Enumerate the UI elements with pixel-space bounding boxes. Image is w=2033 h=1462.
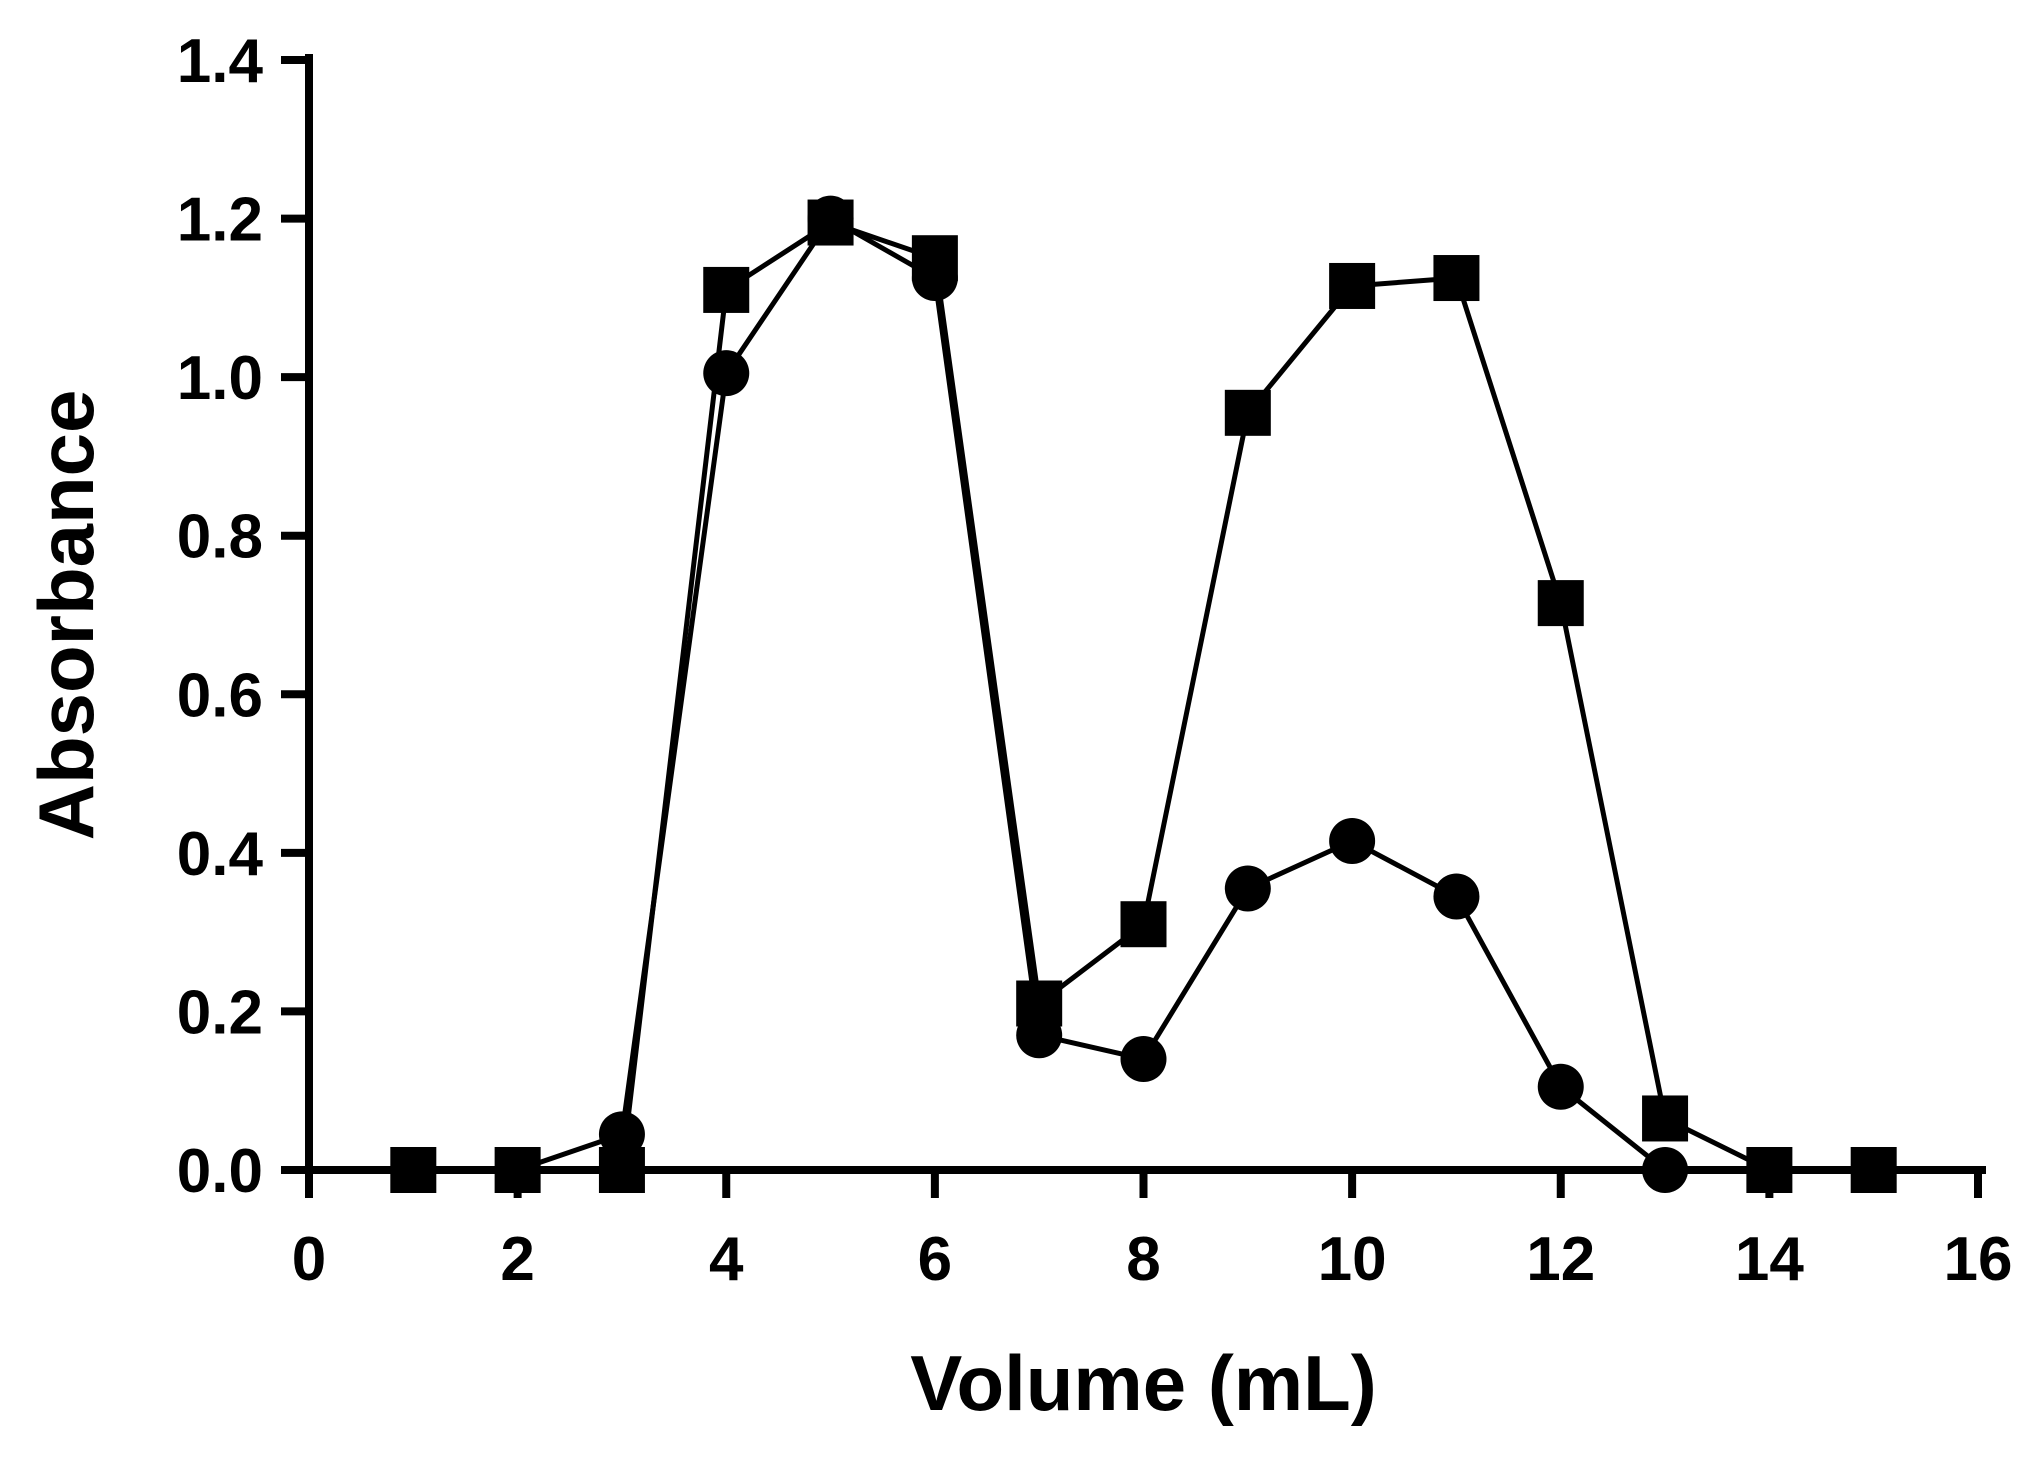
x-tick-label: 2 — [500, 1225, 534, 1294]
series-line-square — [413, 220, 1874, 1173]
x-axis-title: Volume (mL) — [910, 1339, 1377, 1427]
y-tick-label: 0.8 — [177, 503, 263, 572]
data-point-square — [1850, 1147, 1897, 1193]
data-point-circle — [598, 1111, 645, 1158]
series-layer — [390, 195, 1897, 1193]
data-point-circle — [494, 1147, 541, 1193]
x-tick-label: 8 — [1126, 1225, 1160, 1294]
x-tick-label: 16 — [1944, 1225, 2013, 1294]
y-tick-label: 0.0 — [177, 1137, 263, 1206]
data-point-circle — [1329, 817, 1376, 864]
data-point-circle — [1224, 865, 1271, 912]
y-tick-label: 0.6 — [177, 661, 263, 730]
data-point-square — [1329, 262, 1376, 309]
data-point-square — [1537, 580, 1584, 627]
axes: 0 2 4 6 8 10 12 14 16 0.0 0.2 0.4 0.6 0.8 1.0 1.2 1.4 — [177, 27, 2013, 1294]
y-axis-title: Absorbance — [22, 390, 110, 841]
data-point-square — [1642, 1095, 1689, 1142]
x-tick-label: 12 — [1526, 1225, 1595, 1294]
y-tick-label: 1.2 — [177, 186, 263, 255]
series-line-circle — [413, 216, 1770, 1173]
y-tick-label: 1.0 — [177, 344, 263, 413]
series-circle — [390, 195, 1793, 1193]
data-point-circle — [1016, 1012, 1063, 1059]
data-point-circle — [1433, 873, 1480, 920]
y-tick-label: 1.4 — [177, 27, 264, 96]
y-tick-label: 0.4 — [177, 820, 264, 889]
data-point-square — [1224, 389, 1271, 436]
data-point-circle — [390, 1147, 437, 1193]
data-point-square — [703, 266, 750, 313]
data-point-circle — [1642, 1147, 1689, 1193]
data-point-circle — [911, 255, 958, 302]
data-point-circle — [1746, 1147, 1793, 1193]
y-tick-label: 0.2 — [177, 978, 263, 1047]
data-point-circle — [807, 195, 854, 242]
data-point-square — [1120, 901, 1167, 948]
x-tick-label: 14 — [1735, 1225, 1804, 1294]
data-point-circle — [703, 350, 750, 397]
data-point-square — [1433, 255, 1480, 302]
x-tick-label: 6 — [918, 1225, 952, 1294]
data-point-circle — [1120, 1036, 1167, 1082]
x-tick-label: 10 — [1318, 1225, 1387, 1294]
x-tick-label: 4 — [709, 1225, 744, 1294]
data-point-circle — [1537, 1063, 1584, 1110]
x-tick-label: 0 — [292, 1225, 326, 1294]
